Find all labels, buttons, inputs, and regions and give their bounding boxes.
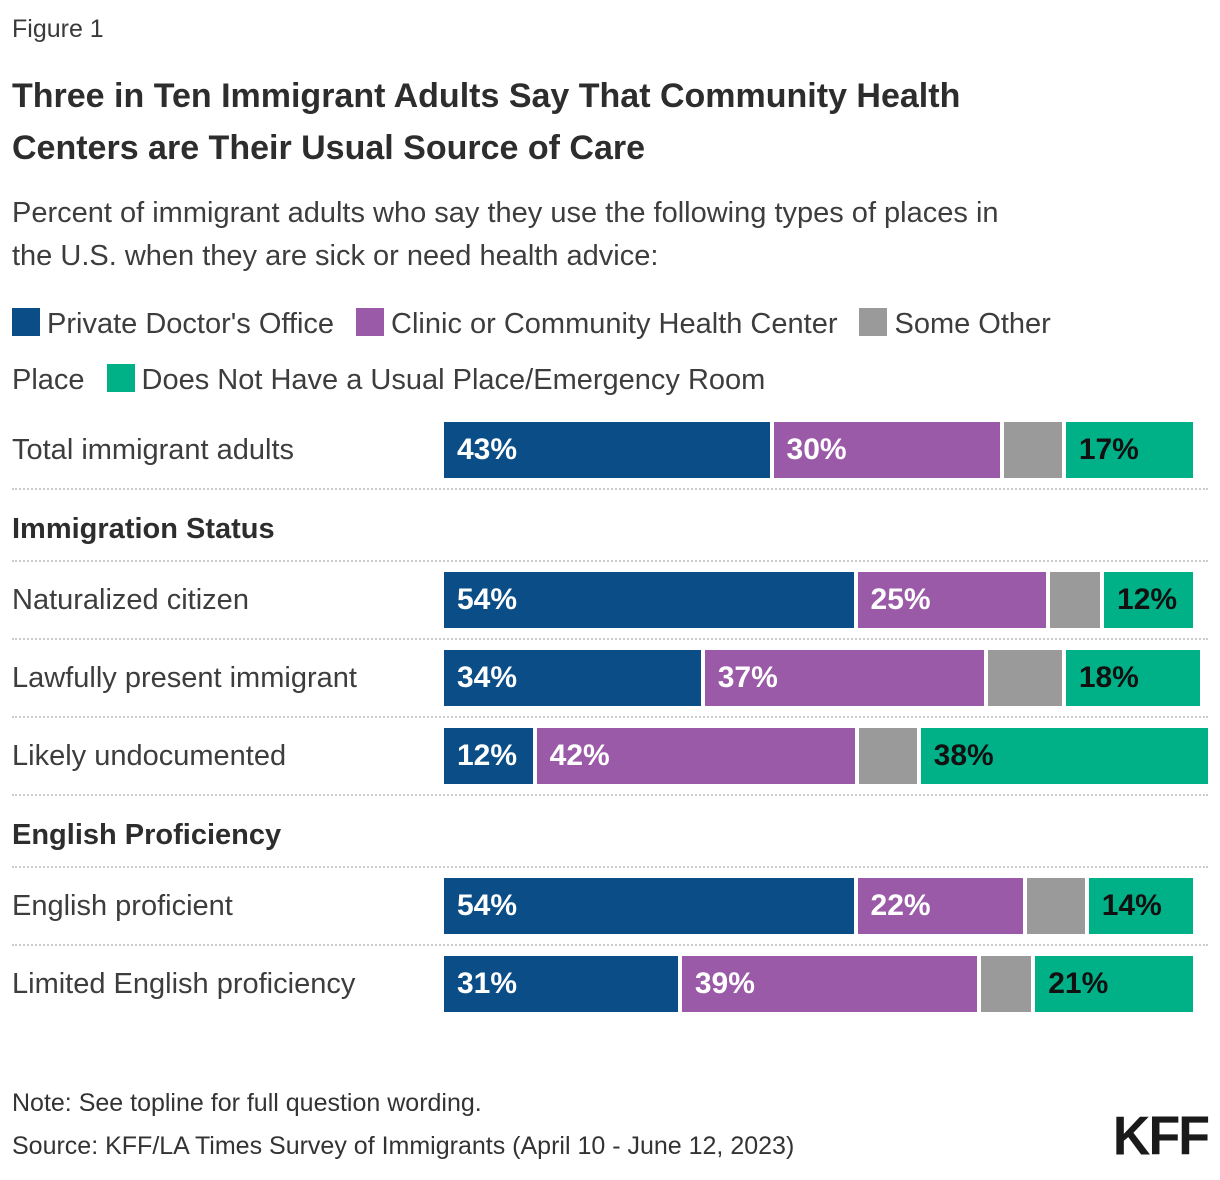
- chart-title-line-2: Centers are Their Usual Source of Care: [12, 129, 646, 167]
- segment-value-label: 22%: [870, 889, 931, 922]
- legend-item-private-doctor-s-office: Private Doctor's Office: [12, 308, 334, 340]
- segment-private-doctor-s-office: 54%: [444, 878, 854, 934]
- legend-swatch: [859, 308, 888, 336]
- segment-clinic-or-community-health-center: 30%: [773, 422, 1000, 478]
- segment-does-not-have-a-usual-place-emergency-room: 21%: [1035, 956, 1193, 1012]
- row-divider: [12, 866, 1208, 868]
- bar-row-limited-english-proficiency: Limited English proficiency 31% 39% 21%: [12, 956, 1208, 1012]
- chart-title-line-1: Three in Ten Immigrant Adults Say That C…: [12, 77, 961, 115]
- kff-logo: KFF: [1112, 1106, 1210, 1168]
- segment-private-doctor-s-office: 54%: [444, 572, 854, 628]
- segment-value-label: 31%: [457, 967, 518, 1000]
- row-label: Total immigrant adults: [12, 433, 295, 466]
- row-divider: [12, 794, 1208, 796]
- segment-some-other-place: [980, 956, 1032, 1012]
- bar-track: 12% 42% 38%: [444, 728, 1208, 784]
- segment-clinic-or-community-health-center: 39%: [681, 956, 977, 1012]
- row-label: Likely undocumented: [12, 739, 287, 772]
- legend-line-1: Private Doctor's Office Clinic or Communi…: [12, 302, 1208, 346]
- row-label: Lawfully present immigrant: [12, 661, 357, 694]
- segment-clinic-or-community-health-center: 42%: [536, 728, 855, 784]
- segment-value-label: 12%: [1117, 583, 1178, 616]
- segment-does-not-have-a-usual-place-emergency-room: 18%: [1065, 650, 1201, 706]
- footnotes: Note: See topline for full question word…: [12, 1088, 794, 1161]
- segment-does-not-have-a-usual-place-emergency-room: 12%: [1104, 572, 1193, 628]
- segment-does-not-have-a-usual-place-emergency-room: 38%: [920, 728, 1208, 784]
- legend-swatch: [356, 308, 385, 336]
- segment-value-label: 39%: [694, 967, 755, 1000]
- note-text: Note: See topline for full question word…: [12, 1089, 482, 1117]
- segment-private-doctor-s-office: 43%: [444, 422, 770, 478]
- bar-track: 43% 30% 17%: [444, 422, 1208, 478]
- stacked-bar-chart: Total immigrant adults 43% 30% 17% Immigrati…: [12, 422, 1208, 1012]
- row-label: Limited English proficiency: [12, 967, 356, 1000]
- bar-track: 34% 37% 18%: [444, 650, 1208, 706]
- segment-value-label: 54%: [457, 583, 518, 616]
- chart-legend: Private Doctor's Office Clinic or Communi…: [12, 302, 1208, 402]
- segment-value-label: 18%: [1078, 661, 1139, 694]
- figure-label: Figure 1: [12, 15, 104, 43]
- segment-private-doctor-s-office: 34%: [444, 650, 701, 706]
- legend-item-clinic-or-community-health-center: Clinic or Community Health Center: [356, 308, 837, 340]
- segment-value-label: 25%: [870, 583, 931, 616]
- row-divider: [12, 944, 1208, 946]
- segment-value-label: 12%: [457, 739, 518, 772]
- segment-does-not-have-a-usual-place-emergency-room: 14%: [1088, 878, 1193, 934]
- legend-item-does-not-have-a-usual-place-emergency-room: Does Not Have a Usual Place/Emergency Ro…: [106, 364, 765, 396]
- row-divider: [12, 560, 1208, 562]
- row-label: English proficient: [12, 889, 233, 922]
- bar-track: 31% 39% 21%: [444, 956, 1208, 1012]
- section-header-immigration-status: Immigration Status: [12, 513, 275, 545]
- segment-value-label: 43%: [457, 433, 518, 466]
- chart-subtitle-line-2: the U.S. when they are sick or need heal…: [12, 240, 659, 272]
- segment-some-other-place: [858, 728, 917, 784]
- bar-row-english-proficient: English proficient 54% 22% 14%: [12, 878, 1208, 934]
- segment-private-doctor-s-office: 31%: [444, 956, 678, 1012]
- segment-clinic-or-community-health-center: 25%: [857, 572, 1046, 628]
- segment-some-other-place: [1026, 878, 1085, 934]
- bar-track: 54% 22% 14%: [444, 878, 1208, 934]
- segment-some-other-place: [1003, 422, 1062, 478]
- segment-value-label: 54%: [457, 889, 518, 922]
- segment-value-label: 30%: [786, 433, 847, 466]
- segment-clinic-or-community-health-center: 37%: [704, 650, 985, 706]
- row-label: Naturalized citizen: [12, 583, 249, 616]
- chart-title: Three in Ten Immigrant Adults Say That C…: [12, 70, 1208, 174]
- source-text: Source: KFF/LA Times Survey of Immigrant…: [12, 1132, 795, 1160]
- segment-private-doctor-s-office: 12%: [444, 728, 533, 784]
- legend-swatch: [106, 364, 135, 392]
- segment-some-other-place: [1049, 572, 1101, 628]
- segment-value-label: 21%: [1048, 967, 1109, 1000]
- segment-value-label: 42%: [549, 739, 610, 772]
- legend-swatch: [12, 308, 40, 336]
- bar-row-likely-undocumented: Likely undocumented 12% 42% 38%: [12, 728, 1208, 784]
- row-divider: [12, 716, 1208, 718]
- segment-value-label: 37%: [717, 661, 778, 694]
- segment-some-other-place: [988, 650, 1062, 706]
- segment-value-label: 17%: [1078, 433, 1139, 466]
- row-divider: [12, 638, 1208, 640]
- bar-track: 54% 25% 12%: [444, 572, 1208, 628]
- legend-item-place: Place: [12, 364, 85, 396]
- segment-does-not-have-a-usual-place-emergency-room: 17%: [1065, 422, 1193, 478]
- section-header-english-proficiency: English Proficiency: [12, 819, 282, 851]
- bar-row-lawfully-present-immigrant: Lawfully present immigrant 34% 37% 18%: [12, 650, 1208, 706]
- bar-row-total-immigrant-adults: Total immigrant adults 43% 30% 17%: [12, 422, 1208, 478]
- segment-clinic-or-community-health-center: 22%: [857, 878, 1023, 934]
- legend-line-2: Place Does Not Have a Usual Place/Emergen…: [12, 358, 1208, 402]
- segment-value-label: 38%: [933, 739, 994, 772]
- chart-subtitle-line-1: Percent of immigrant adults who say they…: [12, 197, 999, 229]
- chart-subtitle: Percent of immigrant adults who say they…: [12, 192, 1208, 278]
- legend-item-some-other: Some Other: [859, 308, 1051, 340]
- row-divider: [12, 488, 1208, 490]
- segment-value-label: 34%: [457, 661, 518, 694]
- bar-row-naturalized-citizen: Naturalized citizen 54% 25% 12%: [12, 572, 1208, 628]
- chart-footer: Note: See topline for full question word…: [12, 1088, 1210, 1168]
- segment-value-label: 14%: [1101, 889, 1162, 922]
